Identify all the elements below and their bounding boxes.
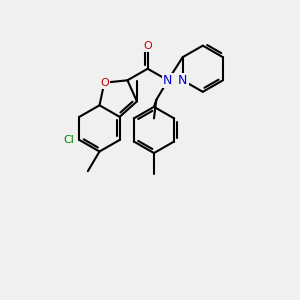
Text: Cl: Cl (63, 135, 74, 145)
Text: N: N (163, 74, 172, 87)
Text: O: O (100, 78, 109, 88)
Text: N: N (178, 74, 187, 87)
Text: O: O (143, 40, 152, 51)
